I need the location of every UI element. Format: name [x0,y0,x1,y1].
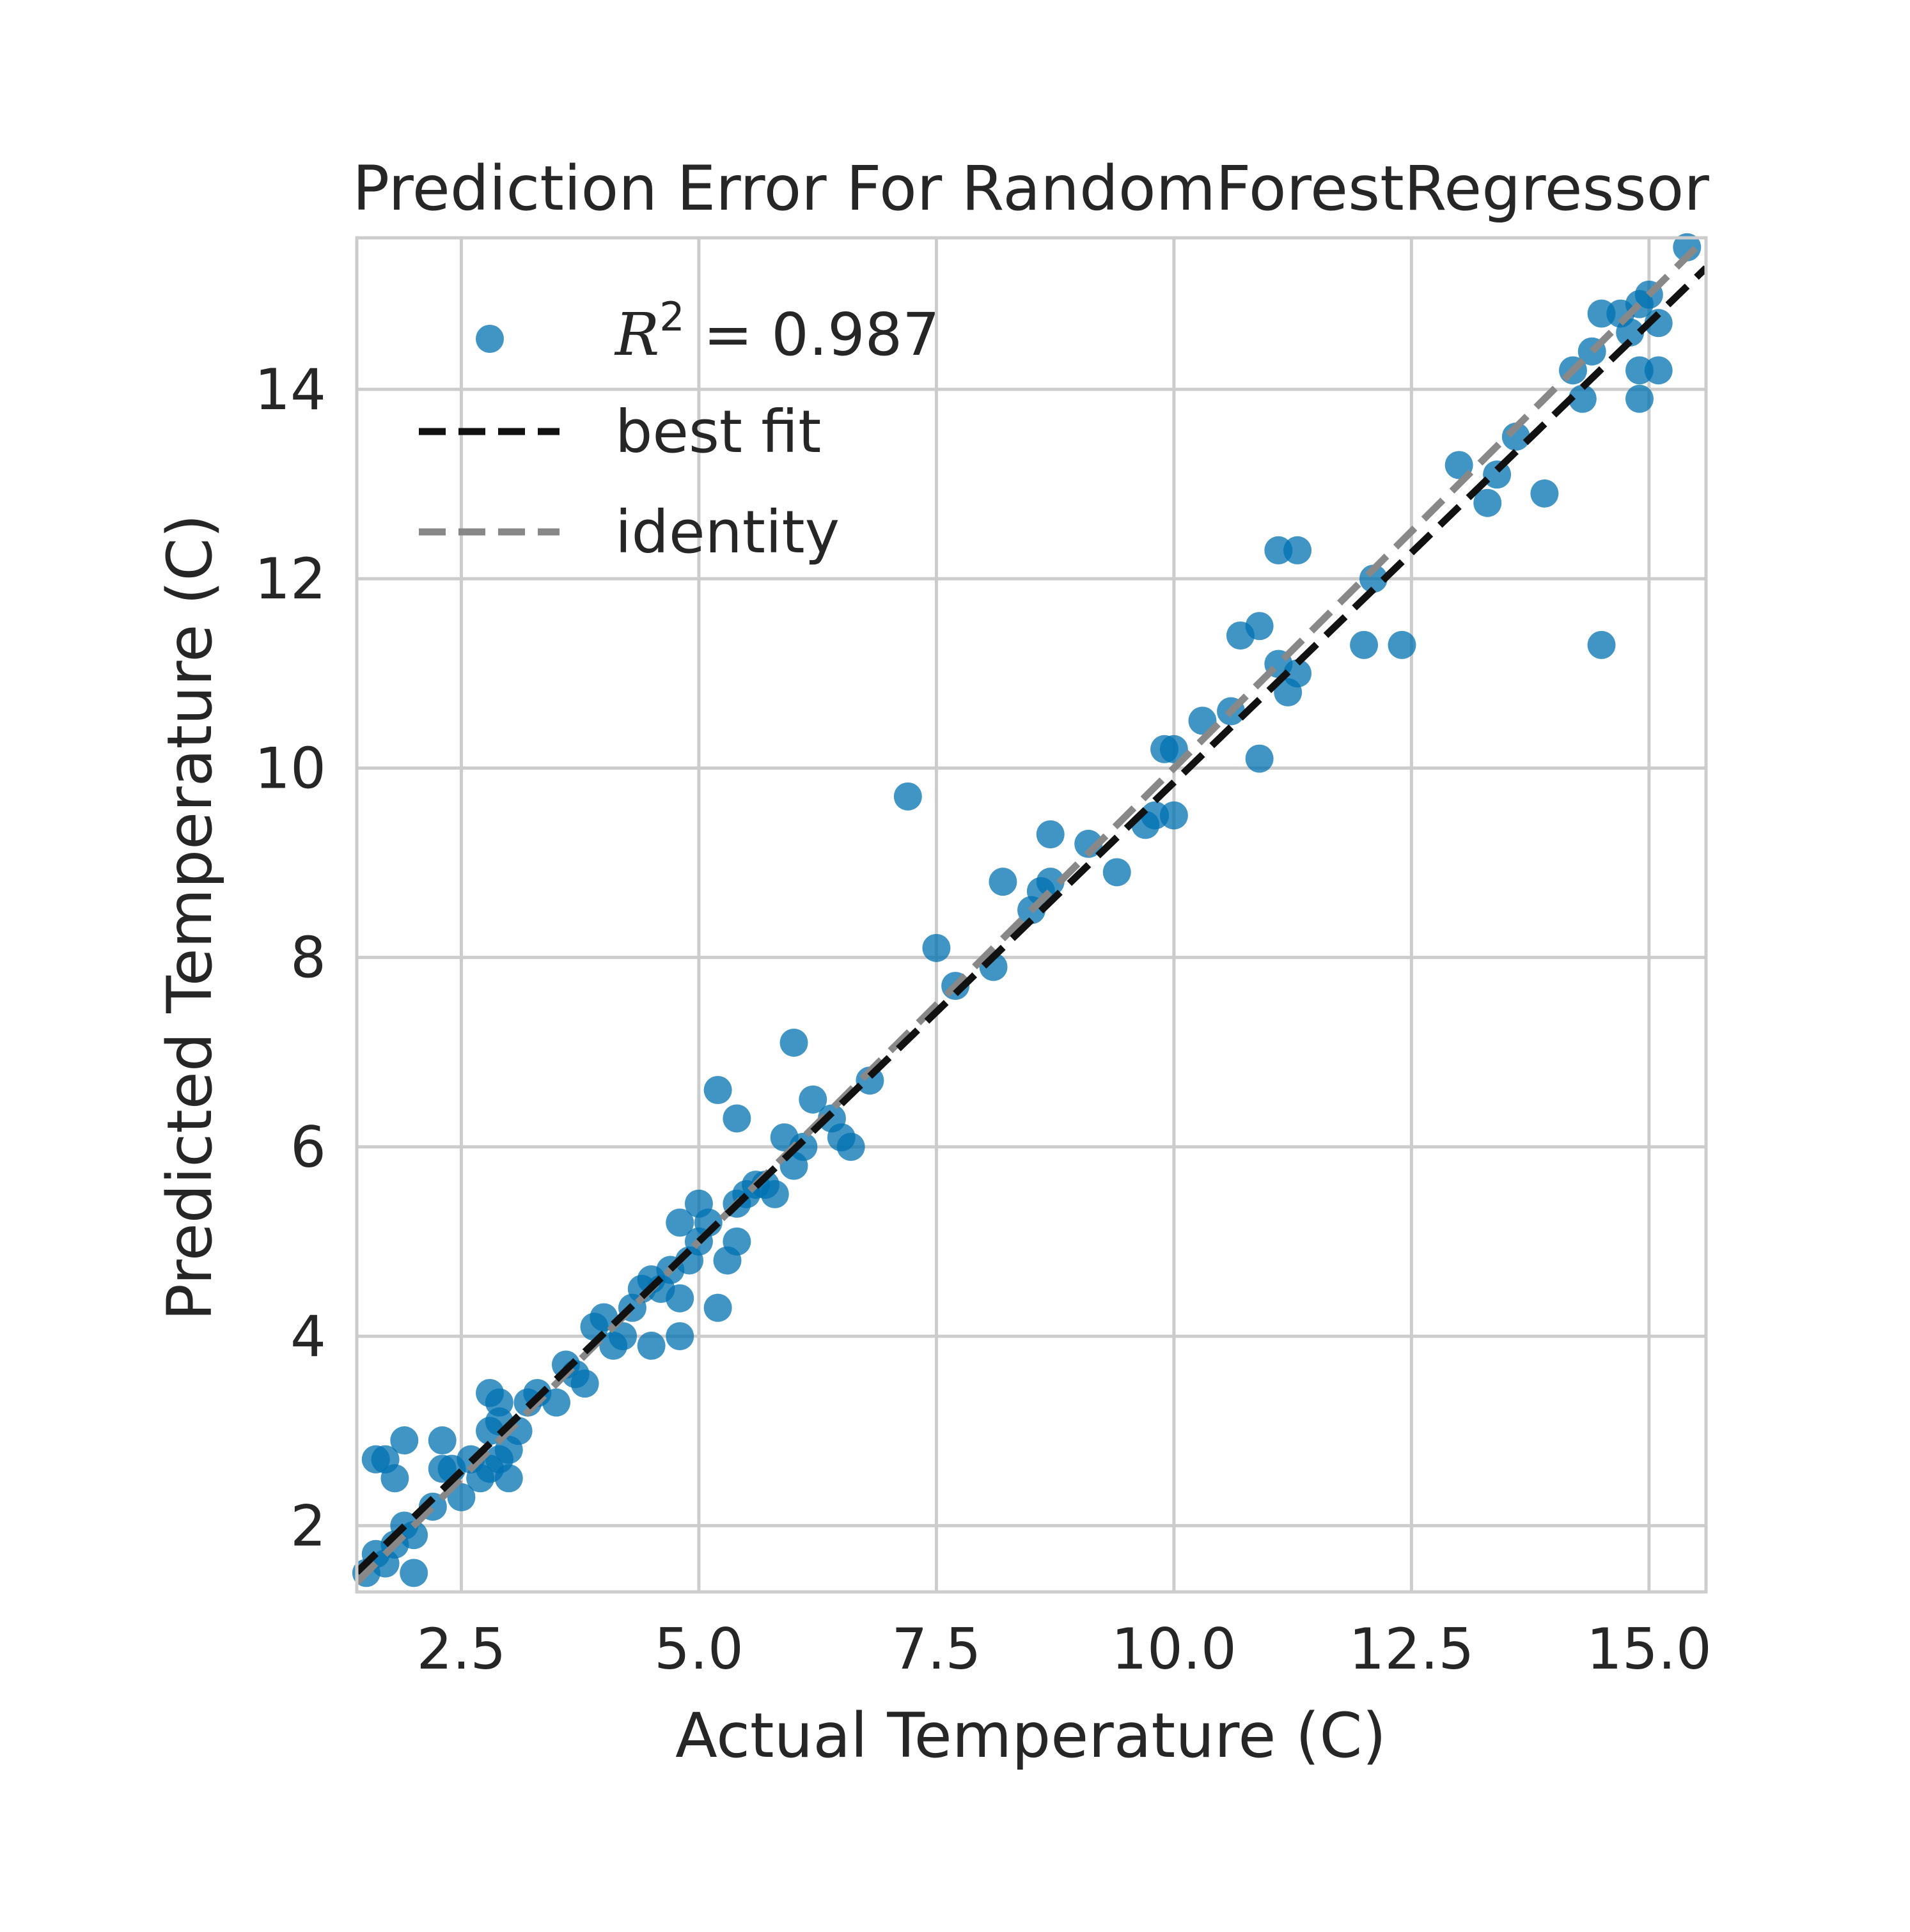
legend-r2-superscript: 2 [659,293,684,340]
scatter-point [1350,630,1379,659]
y-axis-label: Predicted Temperature (C) [154,514,226,1321]
legend-r2-value: = 0.987 [685,300,940,369]
scatter-point [1388,630,1416,659]
scatter-point [779,1028,808,1057]
scatter-point [836,1132,865,1161]
scatter-point [1102,858,1131,887]
scatter-point [703,1076,732,1105]
x-tick-label: 15.0 [1586,1616,1712,1682]
grid-lines [357,238,1706,1592]
scatter-point [1036,868,1065,896]
scatter-point [666,1208,694,1237]
identity-line [357,238,1706,1585]
scatter-point [989,868,1017,896]
scatter-point [1245,744,1274,773]
legend-identity-label: identity [615,498,840,566]
scatter-point [723,1104,751,1133]
scatter-point [1283,536,1312,565]
x-tick-label: 7.5 [891,1616,981,1682]
scatter-point [1036,820,1065,849]
tick-labels: 2.5 5.0 7.5 10.0 12.5 15.0 2 4 6 8 10 12 14 [254,357,1712,1682]
scatter-point [666,1284,694,1313]
scatter-point [1587,630,1616,659]
legend-r2-symbol: R [614,300,659,369]
x-axis-label: Actual Temperature (C) [675,1700,1386,1772]
legend-marker-points [476,325,504,353]
y-tick-label: 10 [254,735,326,801]
scatter-point [542,1388,571,1417]
legend-best-fit-label: best fit [615,398,821,466]
y-tick-label: 4 [290,1304,326,1369]
scatter-point [789,1132,818,1161]
scatter-point [390,1426,419,1455]
scatter-point [1473,488,1502,517]
scatter-point [1283,659,1312,688]
scatter-point [666,1322,694,1351]
scatter-point [400,1521,428,1550]
x-tick-label: 5.0 [654,1616,744,1682]
y-tick-label: 8 [290,925,326,991]
scatter-point [1568,384,1597,413]
scatter-point [1625,384,1654,413]
scatter-point [380,1464,409,1493]
scatter-point [760,1180,789,1208]
x-tick-label: 2.5 [416,1616,506,1682]
x-tick-label: 10.0 [1111,1616,1237,1682]
chart-title: Prediction Error For RandomForestRegress… [352,153,1709,224]
x-tick-label: 12.5 [1349,1616,1474,1682]
y-tick-label: 14 [254,357,326,423]
fit-lines [357,238,1706,1585]
scatter-point [1159,801,1188,830]
scatter-point [703,1293,732,1322]
scatter-point [428,1426,457,1455]
scatter-point [637,1331,666,1360]
legend-r2-label: R2 = 0.987 [614,293,940,369]
scatter-point [799,1085,827,1114]
y-tick-label: 2 [290,1493,326,1559]
best-fit-line [357,265,1706,1575]
scatter-point [1530,479,1559,508]
plot-frame [355,236,1708,1594]
scatter-point [400,1559,428,1587]
y-tick-label: 12 [254,546,326,612]
scatter-point [1644,356,1673,385]
scatter-point [1245,612,1274,641]
scatter-point [570,1369,599,1398]
legend: R2 = 0.987 best fit identity [419,293,940,566]
scatter-point [723,1227,751,1256]
scatter-point [485,1445,513,1474]
y-tick-label: 6 [290,1114,326,1180]
scatter-point [922,933,951,962]
scatter-point [893,782,922,811]
